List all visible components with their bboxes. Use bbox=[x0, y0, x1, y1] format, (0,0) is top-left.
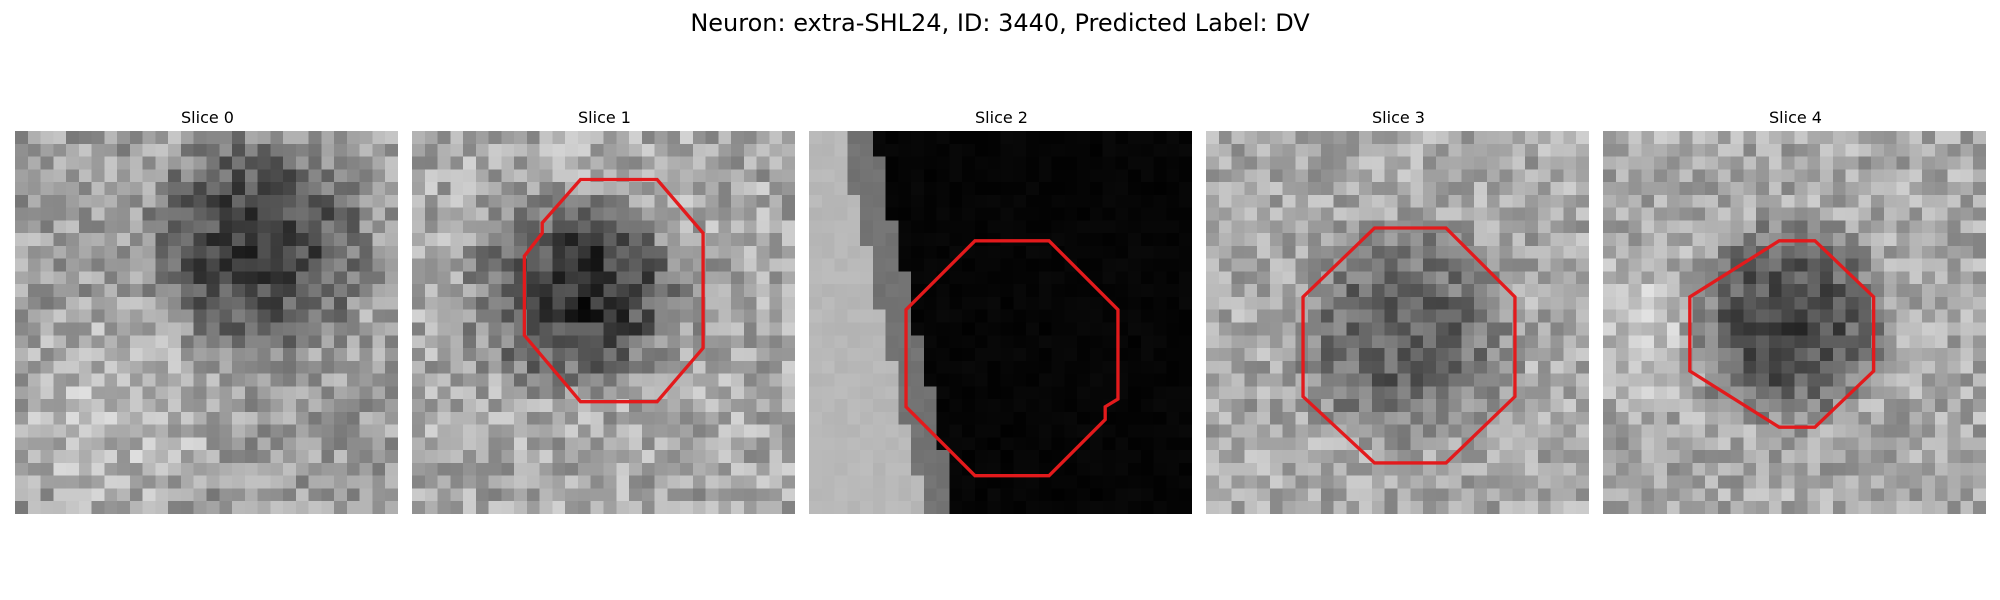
slice-panel-2: Slice 2 bbox=[809, 107, 1194, 514]
slice-title-0: Slice 0 bbox=[181, 108, 234, 127]
slice-image-1 bbox=[412, 131, 795, 514]
slice-title-2: Slice 2 bbox=[975, 108, 1028, 127]
slice-image-4 bbox=[1603, 131, 1986, 514]
roi-outline-4 bbox=[1688, 239, 1876, 429]
slice-image-0 bbox=[15, 131, 398, 514]
slice-title-4: Slice 4 bbox=[1769, 108, 1822, 127]
slice-image-2 bbox=[809, 131, 1192, 514]
figure-title: Neuron: extra-SHL24, ID: 3440, Predicted… bbox=[690, 9, 1310, 37]
roi-outline-2 bbox=[904, 239, 1120, 478]
slice-title-1: Slice 1 bbox=[578, 108, 631, 127]
roi-outline-3 bbox=[1301, 226, 1517, 465]
slice-panel-4: Slice 4 bbox=[1603, 107, 1988, 514]
slice-image-3 bbox=[1206, 131, 1589, 514]
slice-panel-0: Slice 0 bbox=[15, 107, 400, 514]
slice-panel-1: Slice 1 bbox=[412, 107, 797, 514]
slice-title-3: Slice 3 bbox=[1372, 108, 1425, 127]
roi-outline-1 bbox=[522, 177, 705, 404]
slice-panel-3: Slice 3 bbox=[1206, 107, 1591, 514]
